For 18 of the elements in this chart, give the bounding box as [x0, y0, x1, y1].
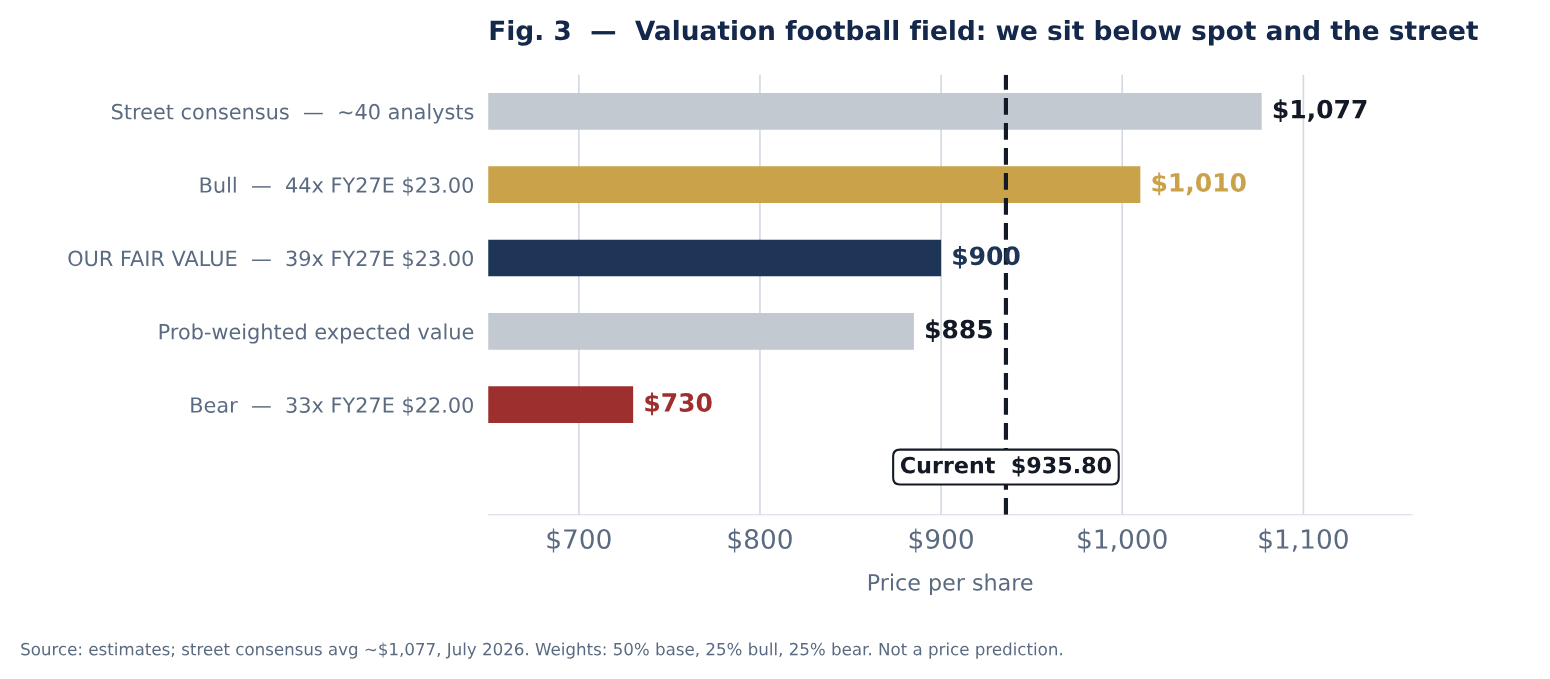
y-tick-label: Street consensus — ~40 analysts	[111, 103, 474, 124]
y-tick-label: Bear — 33x FY27E $22.00	[191, 396, 473, 416]
y-tick-label: Prob-weighted expected value	[159, 323, 474, 344]
chart-title: Fig. 3 — Valuation football field: we sit below spot and the street	[490, 19, 1478, 46]
x-tick-label: $700	[547, 528, 611, 553]
x-axis-title: Price per share	[868, 573, 1033, 596]
data-label: $885	[926, 319, 992, 342]
ref-line-label: Current $935.80	[900, 456, 1112, 477]
data-label: $1,077	[1273, 99, 1367, 122]
y-tick-label: Bull — 44x FY27E $23.00	[200, 176, 473, 196]
x-tick-label: $1,000	[1078, 528, 1167, 553]
y-tick-label: OUR FAIR VALUE — 39x FY27E $23.00	[68, 250, 473, 269]
source-note: Source: estimates; street consensus avg ~$1,077, July 2026. Weights: 50% base, 25% bull, 25% bear. Not a price prediction.	[21, 642, 1062, 659]
x-tick-label: $1,100	[1259, 528, 1348, 553]
x-tick-label: $800	[728, 528, 792, 553]
data-label: $1,010	[1152, 172, 1246, 196]
x-tick-label: $900	[909, 528, 973, 553]
data-label: $730	[645, 392, 712, 416]
